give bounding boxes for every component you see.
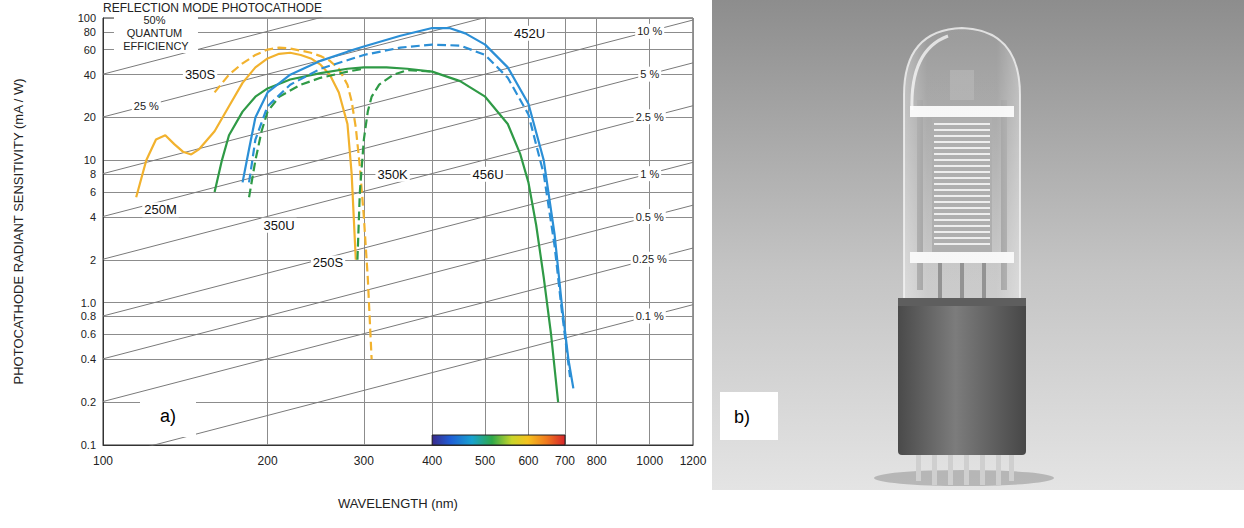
svg-text:200: 200 (258, 454, 278, 468)
svg-text:250S: 250S (313, 255, 344, 270)
svg-text:1.0: 1.0 (81, 297, 96, 309)
svg-text:10: 10 (84, 154, 96, 166)
svg-text:WAVELENGTH (nm): WAVELENGTH (nm) (338, 496, 458, 511)
svg-text:4: 4 (90, 211, 96, 223)
svg-text:0.1: 0.1 (81, 439, 96, 451)
svg-text:0.5 %: 0.5 % (636, 211, 664, 223)
svg-text:700: 700 (555, 454, 575, 468)
svg-text:10 %: 10 % (637, 25, 662, 37)
svg-text:20: 20 (84, 111, 96, 123)
svg-text:6: 6 (90, 186, 96, 198)
svg-text:8: 8 (90, 168, 96, 180)
svg-text:100: 100 (78, 12, 96, 24)
svg-text:456U: 456U (472, 167, 503, 182)
svg-text:350U: 350U (264, 218, 295, 233)
svg-text:60: 60 (84, 44, 96, 56)
svg-text:350S: 350S (185, 67, 216, 82)
svg-text:PHOTOCATHODE RADIANT SENSITIVI: PHOTOCATHODE RADIANT SENSITIVITY (mA / W… (11, 78, 26, 384)
svg-text:0.4: 0.4 (81, 353, 96, 365)
svg-text:b): b) (734, 407, 750, 427)
svg-text:452U: 452U (514, 26, 545, 41)
svg-text:100: 100 (93, 454, 113, 468)
svg-text:25 %: 25 % (134, 100, 159, 112)
svg-text:QUANTUM: QUANTUM (127, 27, 186, 39)
svg-text:40: 40 (84, 69, 96, 81)
svg-text:80: 80 (84, 26, 96, 38)
svg-text:5 %: 5 % (640, 68, 659, 80)
svg-text:500: 500 (475, 454, 495, 468)
svg-text:2: 2 (90, 254, 96, 266)
svg-text:0.8: 0.8 (81, 310, 96, 322)
svg-text:0.25 %: 0.25 % (633, 253, 667, 265)
svg-text:0.1 %: 0.1 % (636, 310, 664, 322)
svg-text:0.2: 0.2 (81, 396, 96, 408)
svg-text:2.5 %: 2.5 % (636, 111, 664, 123)
svg-text:50%: 50% (143, 14, 168, 26)
svg-text:REFLECTION MODE PHOTOCATHODE: REFLECTION MODE PHOTOCATHODE (103, 1, 322, 15)
svg-text:a): a) (160, 406, 176, 426)
svg-text:1 %: 1 % (640, 168, 659, 180)
svg-text:600: 600 (518, 454, 538, 468)
svg-text:400: 400 (422, 454, 442, 468)
svg-text:800: 800 (587, 454, 607, 468)
svg-text:0.6: 0.6 (81, 328, 96, 340)
svg-text:1000: 1000 (636, 454, 663, 468)
svg-text:EFFICIENCY: EFFICIENCY (123, 40, 189, 52)
svg-text:350K: 350K (377, 167, 408, 182)
svg-text:250M: 250M (144, 202, 177, 217)
svg-text:300: 300 (354, 454, 374, 468)
svg-text:1200: 1200 (680, 454, 707, 468)
